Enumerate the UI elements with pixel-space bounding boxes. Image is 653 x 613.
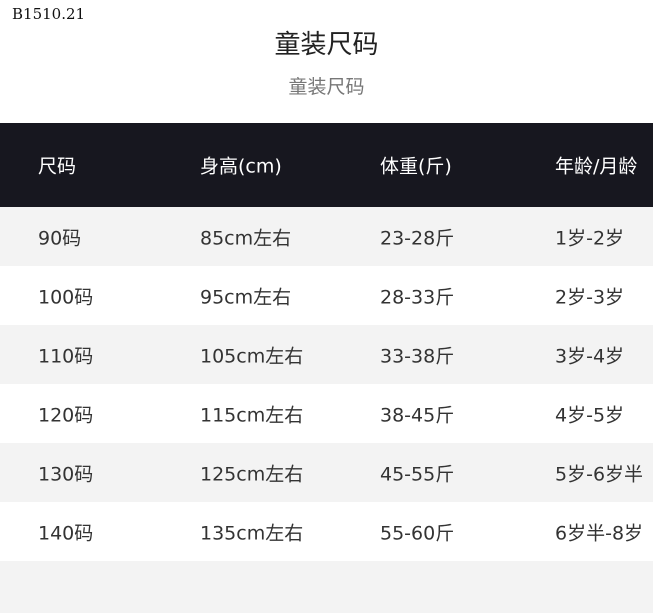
cell-height: 125cm左右 — [200, 463, 304, 485]
cell-weight: 55-60斤 — [380, 522, 455, 544]
header-size: 尺码 — [38, 155, 77, 178]
header-height: 身高(cm) — [200, 155, 282, 178]
cell-age: 4岁-5岁 — [555, 404, 625, 426]
product-code: B1510.21 — [12, 5, 86, 23]
table-row: 90码 85cm左右 23-28斤 1岁-2岁 — [0, 207, 653, 266]
cell-height: 105cm左右 — [200, 345, 304, 367]
table-footer-space — [0, 561, 653, 613]
cell-size: 90码 — [38, 227, 82, 249]
page-title: 童装尺码 — [274, 30, 379, 60]
table-row: 130码 125cm左右 45-55斤 5岁-6岁半 — [0, 443, 653, 502]
cell-age: 1岁-2岁 — [555, 227, 625, 249]
cell-age: 5岁-6岁半 — [555, 463, 644, 485]
cell-age: 3岁-4岁 — [555, 345, 625, 367]
cell-size: 140码 — [38, 522, 94, 544]
table-row: 140码 135cm左右 55-60斤 6岁半-8岁 — [0, 502, 653, 561]
cell-weight: 33-38斤 — [380, 345, 455, 367]
cell-weight: 38-45斤 — [380, 404, 455, 426]
table-row: 110码 105cm左右 33-38斤 3岁-4岁 — [0, 325, 653, 384]
cell-height: 95cm左右 — [200, 286, 292, 308]
table-row: 100码 95cm左右 28-33斤 2岁-3岁 — [0, 266, 653, 325]
table-header: 尺码 身高(cm) 体重(斤) 年龄/月龄 — [0, 123, 653, 207]
header-weight: 体重(斤) — [380, 155, 452, 178]
cell-size: 120码 — [38, 404, 94, 426]
cell-age: 2岁-3岁 — [555, 286, 625, 308]
cell-weight: 45-55斤 — [380, 463, 455, 485]
cell-weight: 28-33斤 — [380, 286, 455, 308]
cell-height: 135cm左右 — [200, 522, 304, 544]
cell-weight: 23-28斤 — [380, 227, 455, 249]
cell-size: 130码 — [38, 463, 94, 485]
cell-height: 85cm左右 — [200, 227, 292, 249]
page-subtitle: 童装尺码 — [288, 76, 365, 98]
cell-size: 100码 — [38, 286, 94, 308]
table-row: 120码 115cm左右 38-45斤 4岁-5岁 — [0, 384, 653, 443]
cell-age: 6岁半-8岁 — [555, 522, 644, 544]
cell-size: 110码 — [38, 345, 94, 367]
cell-height: 115cm左右 — [200, 404, 304, 426]
header-age: 年龄/月龄 — [555, 155, 638, 178]
